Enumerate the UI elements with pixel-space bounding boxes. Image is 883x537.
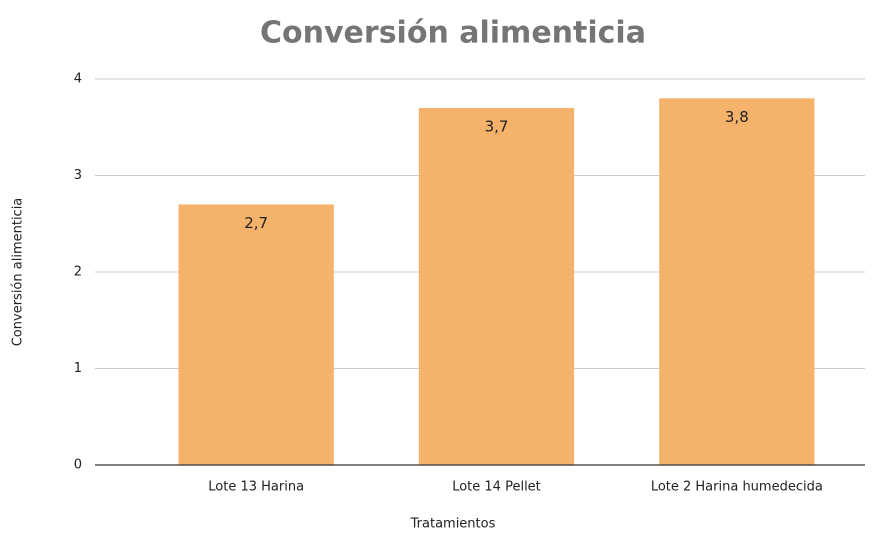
y-axis-label: Conversión alimenticia (11, 198, 26, 347)
chart-title: Conversión alimenticia (260, 16, 646, 51)
bar (178, 204, 334, 465)
value-label: 3,8 (725, 108, 749, 126)
bar (418, 107, 575, 465)
x-tick-label: Lote 2 Harina humedecida (651, 480, 823, 495)
value-label: 2,7 (244, 214, 268, 232)
y-tick-label: 0 (74, 458, 82, 473)
y-tick-label: 4 (74, 72, 82, 87)
x-tick-label: Lote 14 Pellet (452, 480, 541, 495)
x-tick-label: Lote 13 Harina (208, 480, 304, 495)
y-tick-label: 3 (74, 168, 82, 183)
bar (659, 98, 815, 466)
x-axis-label: Tratamientos (410, 517, 496, 532)
y-tick-label: 2 (74, 265, 82, 280)
value-label: 3,7 (485, 117, 509, 135)
y-tick-label: 1 (74, 361, 82, 376)
